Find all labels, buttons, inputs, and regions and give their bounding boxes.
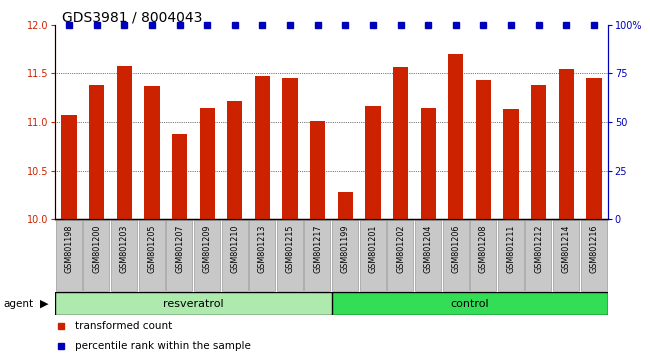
Bar	[365, 105, 380, 219]
Bar	[62, 115, 77, 219]
Bar	[525, 220, 551, 291]
Bar	[222, 220, 248, 291]
Bar	[332, 220, 358, 291]
Text: GSM801200: GSM801200	[92, 224, 101, 273]
Bar	[255, 76, 270, 219]
Bar	[448, 54, 463, 219]
Bar	[559, 69, 574, 219]
Bar	[172, 134, 187, 219]
Bar	[283, 78, 298, 219]
Text: GSM801207: GSM801207	[175, 224, 184, 273]
Text: GSM801198: GSM801198	[64, 224, 73, 273]
Text: GSM801201: GSM801201	[369, 224, 378, 273]
Bar	[415, 220, 441, 291]
Text: GSM801205: GSM801205	[148, 224, 157, 273]
Text: GSM801212: GSM801212	[534, 224, 543, 273]
Text: GSM801213: GSM801213	[258, 224, 267, 273]
Text: GSM801215: GSM801215	[285, 224, 294, 273]
Bar	[304, 220, 330, 291]
Text: GSM801210: GSM801210	[230, 224, 239, 273]
Text: GSM801217: GSM801217	[313, 224, 322, 273]
Bar	[56, 220, 82, 291]
Bar	[200, 108, 214, 219]
Bar	[83, 220, 109, 291]
Bar	[387, 220, 413, 291]
Text: control: control	[450, 298, 489, 309]
Bar	[498, 220, 524, 291]
Bar	[421, 108, 436, 219]
Bar	[55, 292, 332, 315]
Text: agent: agent	[3, 298, 33, 309]
Bar	[166, 220, 192, 291]
Bar	[332, 292, 608, 315]
Text: ▶: ▶	[40, 298, 49, 309]
Bar	[277, 220, 303, 291]
Text: GSM801199: GSM801199	[341, 224, 350, 273]
Text: GSM801202: GSM801202	[396, 224, 405, 273]
Bar	[476, 80, 491, 219]
Bar	[310, 121, 325, 219]
Text: transformed count: transformed count	[75, 321, 172, 331]
Text: resveratrol: resveratrol	[163, 298, 224, 309]
Bar	[138, 220, 164, 291]
Bar	[194, 220, 220, 291]
Bar	[531, 85, 546, 219]
Bar	[586, 78, 601, 219]
Bar	[338, 192, 353, 219]
Bar	[359, 220, 385, 291]
Bar	[89, 85, 104, 219]
Bar	[111, 220, 137, 291]
Text: GSM801216: GSM801216	[590, 224, 599, 273]
Text: GSM801208: GSM801208	[479, 224, 488, 273]
Text: GSM801209: GSM801209	[203, 224, 212, 273]
Text: percentile rank within the sample: percentile rank within the sample	[75, 341, 250, 351]
Bar	[144, 86, 159, 219]
Text: GSM801211: GSM801211	[506, 224, 515, 273]
Bar	[553, 220, 579, 291]
Bar	[393, 67, 408, 219]
Bar	[580, 220, 606, 291]
Bar	[117, 66, 132, 219]
Bar	[470, 220, 496, 291]
Text: GSM801204: GSM801204	[424, 224, 433, 273]
Text: GSM801206: GSM801206	[451, 224, 460, 273]
Text: GSM801214: GSM801214	[562, 224, 571, 273]
Bar	[504, 109, 519, 219]
Text: GDS3981 / 8004043: GDS3981 / 8004043	[62, 11, 202, 25]
Text: GSM801203: GSM801203	[120, 224, 129, 273]
Bar	[227, 101, 242, 219]
Bar	[443, 220, 469, 291]
Bar	[249, 220, 275, 291]
